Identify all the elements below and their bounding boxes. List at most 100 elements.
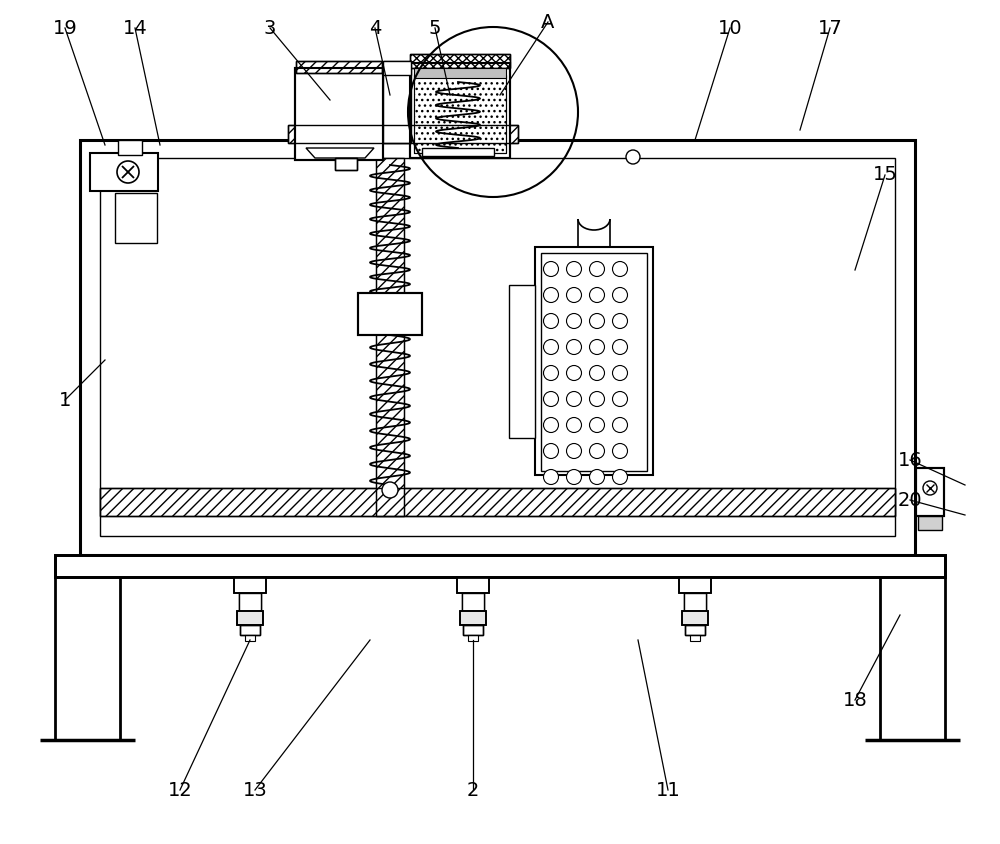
Circle shape xyxy=(566,469,582,484)
Bar xyxy=(410,54,510,68)
Bar xyxy=(239,593,261,611)
Circle shape xyxy=(544,288,558,302)
Circle shape xyxy=(566,443,582,458)
Bar xyxy=(679,577,711,593)
Circle shape xyxy=(612,418,628,432)
Bar xyxy=(535,247,653,475)
Bar xyxy=(457,577,489,593)
Circle shape xyxy=(544,339,558,354)
Bar xyxy=(690,635,700,641)
Bar xyxy=(916,468,944,516)
Circle shape xyxy=(612,443,628,458)
Bar xyxy=(358,293,422,335)
Bar xyxy=(100,488,895,516)
Bar xyxy=(90,153,158,191)
Bar xyxy=(460,611,486,625)
Circle shape xyxy=(612,469,628,484)
Text: 11: 11 xyxy=(656,781,680,799)
Polygon shape xyxy=(306,148,374,158)
Circle shape xyxy=(612,339,628,354)
Bar xyxy=(918,516,942,530)
Circle shape xyxy=(544,392,558,407)
Circle shape xyxy=(612,288,628,302)
Bar xyxy=(295,68,383,160)
Text: 17: 17 xyxy=(818,19,842,37)
Circle shape xyxy=(590,443,604,458)
Bar xyxy=(410,63,510,158)
Text: 1: 1 xyxy=(59,391,71,409)
Text: 4: 4 xyxy=(369,19,381,37)
Circle shape xyxy=(590,288,604,302)
Text: 13: 13 xyxy=(243,781,267,799)
Bar xyxy=(237,611,263,625)
Circle shape xyxy=(566,262,582,277)
Bar xyxy=(376,158,404,516)
Bar xyxy=(100,488,895,516)
Circle shape xyxy=(612,313,628,328)
Bar xyxy=(685,625,705,635)
Bar xyxy=(358,293,422,335)
Bar xyxy=(422,148,494,156)
Text: 20: 20 xyxy=(898,490,922,510)
Text: 10: 10 xyxy=(718,19,742,37)
Bar xyxy=(100,158,895,536)
Circle shape xyxy=(382,482,398,498)
Circle shape xyxy=(590,313,604,328)
Circle shape xyxy=(544,418,558,432)
Circle shape xyxy=(612,392,628,407)
Bar xyxy=(509,285,535,438)
Circle shape xyxy=(566,392,582,407)
Bar xyxy=(679,577,711,593)
Bar xyxy=(234,577,266,593)
Bar xyxy=(383,61,411,75)
Bar xyxy=(414,75,506,153)
Circle shape xyxy=(544,262,558,277)
Circle shape xyxy=(590,262,604,277)
Bar xyxy=(115,193,157,243)
Circle shape xyxy=(566,313,582,328)
Text: 2: 2 xyxy=(467,781,479,799)
Circle shape xyxy=(923,481,937,495)
Bar xyxy=(463,625,483,635)
Bar xyxy=(376,158,404,516)
Circle shape xyxy=(626,150,640,164)
Bar xyxy=(245,635,255,641)
Bar xyxy=(916,468,944,516)
Bar xyxy=(685,625,705,635)
Bar xyxy=(118,140,142,155)
Bar xyxy=(288,125,518,143)
Circle shape xyxy=(544,365,558,381)
Circle shape xyxy=(566,288,582,302)
Circle shape xyxy=(117,161,139,183)
Text: 16: 16 xyxy=(898,451,922,469)
Circle shape xyxy=(544,469,558,484)
Bar xyxy=(55,555,945,577)
Bar xyxy=(288,125,518,143)
Circle shape xyxy=(590,365,604,381)
Bar xyxy=(234,577,266,593)
Bar xyxy=(682,611,708,625)
Text: 5: 5 xyxy=(429,19,441,37)
Bar xyxy=(414,68,506,78)
Bar xyxy=(414,75,506,153)
Bar xyxy=(240,625,260,635)
Circle shape xyxy=(590,469,604,484)
Circle shape xyxy=(612,365,628,381)
Circle shape xyxy=(544,313,558,328)
Bar xyxy=(468,635,478,641)
Circle shape xyxy=(612,262,628,277)
Bar xyxy=(682,611,708,625)
Bar xyxy=(55,555,945,577)
Bar xyxy=(463,625,483,635)
Bar xyxy=(410,63,510,158)
Bar xyxy=(296,61,382,73)
Bar xyxy=(80,140,915,555)
Bar xyxy=(410,54,510,68)
Circle shape xyxy=(566,418,582,432)
Text: 18: 18 xyxy=(843,690,867,710)
Bar xyxy=(457,577,489,593)
Bar xyxy=(684,593,706,611)
Bar xyxy=(296,61,382,73)
Text: 3: 3 xyxy=(264,19,276,37)
Bar xyxy=(541,253,647,471)
